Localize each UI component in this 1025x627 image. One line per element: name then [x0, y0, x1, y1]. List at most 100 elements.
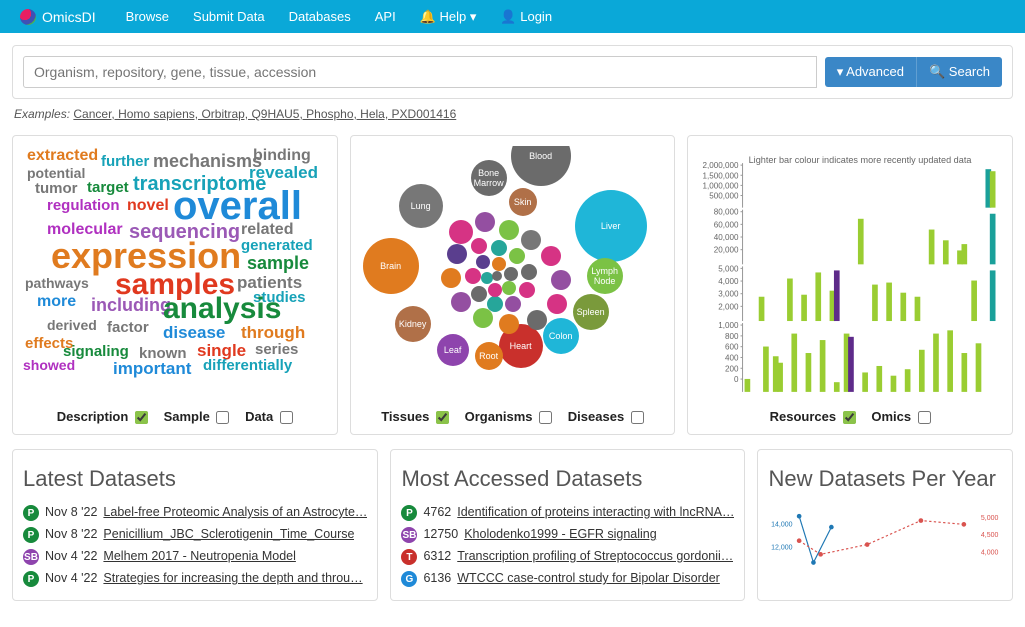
- nav-api[interactable]: API: [363, 9, 408, 24]
- bubble-node[interactable]: [465, 268, 481, 284]
- dataset-row[interactable]: PNov 8 '22Label-free Proteomic Analysis …: [23, 502, 367, 524]
- dataset-title[interactable]: Strategies for increasing the depth and …: [103, 571, 362, 585]
- wordcloud-term[interactable]: regulation: [47, 198, 120, 213]
- bar-ctrl-resources[interactable]: Resources: [770, 409, 856, 424]
- dataset-title[interactable]: Transcription profiling of Streptococcus…: [457, 549, 733, 563]
- wordcloud-term[interactable]: further: [101, 154, 149, 169]
- wordcloud-term[interactable]: pathways: [25, 276, 89, 290]
- bubble-node[interactable]: [499, 314, 519, 334]
- wordcloud-term[interactable]: disease: [163, 324, 225, 341]
- line-chart[interactable]: 14,00012,0005,0004,5004,000: [768, 502, 1002, 574]
- wordcloud-term[interactable]: generated: [241, 238, 313, 253]
- bubble-node[interactable]: Lung: [399, 184, 443, 228]
- bubble-node[interactable]: [492, 257, 506, 271]
- dataset-row[interactable]: PNov 4 '22Strategies for increasing the …: [23, 568, 367, 590]
- nav-help[interactable]: 🔔 Help ▾: [408, 9, 489, 25]
- bubble-node[interactable]: [509, 248, 525, 264]
- dataset-title[interactable]: Penicillium_JBC_Sclerotigenin_Time_Cours…: [103, 527, 354, 541]
- dataset-row[interactable]: SBNov 4 '22Melhem 2017 - Neutropenia Mod…: [23, 546, 367, 568]
- bubble-node[interactable]: [551, 270, 571, 290]
- bubble-node[interactable]: [475, 212, 495, 232]
- wordcloud-term[interactable]: novel: [127, 198, 169, 214]
- example-links[interactable]: Cancer, Homo sapiens, Orbitrap, Q9HAU5, …: [73, 107, 456, 121]
- wordcloud-term[interactable]: factor: [107, 320, 149, 335]
- dataset-row[interactable]: G6136WTCCC case-control study for Bipola…: [401, 568, 734, 590]
- nav-browse[interactable]: Browse: [114, 9, 181, 24]
- wordcloud-term[interactable]: differentially: [203, 358, 292, 373]
- dataset-title[interactable]: Kholodenko1999 - EGFR signaling: [464, 527, 656, 541]
- brand[interactable]: OmicsDI: [20, 9, 96, 25]
- dataset-title[interactable]: WTCCC case-control study for Bipolar Dis…: [457, 571, 720, 585]
- bubble-node[interactable]: [521, 230, 541, 250]
- bub-ctrl-organisms[interactable]: Organisms: [465, 409, 553, 424]
- bubble-node[interactable]: Lymph Node: [587, 258, 623, 294]
- wordcloud-term[interactable]: including: [91, 296, 171, 314]
- bubble-node[interactable]: Skin: [509, 188, 537, 216]
- wordcloud-term[interactable]: related: [241, 222, 293, 238]
- wordcloud-term[interactable]: series: [255, 342, 298, 357]
- wordcloud-term[interactable]: sample: [247, 254, 309, 272]
- bubble-node[interactable]: Liver: [575, 190, 647, 262]
- wordcloud-term[interactable]: derived: [47, 318, 97, 332]
- dataset-title[interactable]: Label-free Proteomic Analysis of an Astr…: [103, 505, 367, 519]
- wordcloud-term[interactable]: target: [87, 180, 129, 195]
- bubble-node[interactable]: Leaf: [437, 334, 469, 366]
- bubble-chart[interactable]: BloodLiver Lung Brain Bone MarrowSkin Lymph …: [361, 146, 665, 403]
- bubble-node[interactable]: [451, 292, 471, 312]
- wordcloud-term[interactable]: extracted: [27, 148, 98, 164]
- nav-login[interactable]: 👤 Login: [488, 9, 564, 25]
- bar-chart[interactable]: Lighter bar colour indicates more recent…: [698, 146, 1002, 403]
- bubble-node[interactable]: [499, 220, 519, 240]
- wc-ctrl-data[interactable]: Data: [245, 409, 293, 424]
- bubble-node[interactable]: Root: [475, 342, 503, 370]
- bubble-node[interactable]: [547, 294, 567, 314]
- bubble-node[interactable]: [473, 308, 493, 328]
- bubble-node[interactable]: [491, 240, 507, 256]
- bubble-node[interactable]: [527, 310, 547, 330]
- wordcloud-term[interactable]: overall: [173, 186, 302, 226]
- bubble-node[interactable]: Blood: [511, 146, 571, 186]
- bubble-node[interactable]: Brain: [363, 238, 419, 294]
- bubble-node[interactable]: [505, 296, 521, 312]
- bubble-node[interactable]: [441, 268, 461, 288]
- dataset-title[interactable]: Identification of proteins interacting w…: [457, 505, 734, 519]
- dataset-row[interactable]: SB12750Kholodenko1999 - EGFR signaling: [401, 524, 734, 546]
- bubble-node[interactable]: [487, 296, 503, 312]
- bubble-node[interactable]: [492, 271, 502, 281]
- search-input[interactable]: [23, 56, 817, 88]
- nav-submit[interactable]: Submit Data: [181, 9, 277, 24]
- bubble-node[interactable]: [541, 246, 561, 266]
- bubble-node[interactable]: Bone Marrow: [471, 160, 507, 196]
- wc-ctrl-description[interactable]: Description: [57, 409, 148, 424]
- bubble-node[interactable]: [521, 264, 537, 280]
- wordcloud-term[interactable]: through: [241, 324, 305, 341]
- bub-ctrl-diseases[interactable]: Diseases: [568, 409, 644, 424]
- dataset-title[interactable]: Melhem 2017 - Neutropenia Model: [103, 549, 295, 563]
- bar-ctrl-omics[interactable]: Omics: [871, 409, 930, 424]
- bubble-node[interactable]: [504, 267, 518, 281]
- bubble-node[interactable]: Kidney: [395, 306, 431, 342]
- bubble-node[interactable]: Colon: [543, 318, 579, 354]
- wordcloud-term[interactable]: important: [113, 360, 191, 377]
- bubble-node[interactable]: [502, 281, 516, 295]
- bub-ctrl-tissues[interactable]: Tissues: [381, 409, 449, 424]
- wordcloud-term[interactable]: potential: [27, 166, 85, 180]
- bubble-node[interactable]: [449, 220, 473, 244]
- wordcloud-term[interactable]: showed: [23, 358, 75, 372]
- bubble-node[interactable]: [476, 255, 490, 269]
- wordcloud-term[interactable]: analysis: [163, 294, 281, 324]
- dataset-row[interactable]: P4762Identification of proteins interact…: [401, 502, 734, 524]
- wordcloud[interactable]: extractedpotentialfurthermechanismsbindi…: [23, 146, 327, 403]
- bubble-node[interactable]: [471, 286, 487, 302]
- bubble-node[interactable]: Spleen: [573, 294, 609, 330]
- bubble-node[interactable]: [481, 272, 493, 284]
- wordcloud-term[interactable]: binding: [253, 148, 311, 164]
- bubble-node[interactable]: [519, 282, 535, 298]
- bubble-node[interactable]: [471, 238, 487, 254]
- search-button[interactable]: 🔍 Search: [917, 57, 1002, 87]
- bubble-node[interactable]: [447, 244, 467, 264]
- dataset-row[interactable]: T6312Transcription profiling of Streptoc…: [401, 546, 734, 568]
- advanced-button[interactable]: ▾ Advanced: [825, 57, 917, 87]
- wordcloud-term[interactable]: tumor: [35, 181, 78, 196]
- bubble-node[interactable]: [488, 283, 502, 297]
